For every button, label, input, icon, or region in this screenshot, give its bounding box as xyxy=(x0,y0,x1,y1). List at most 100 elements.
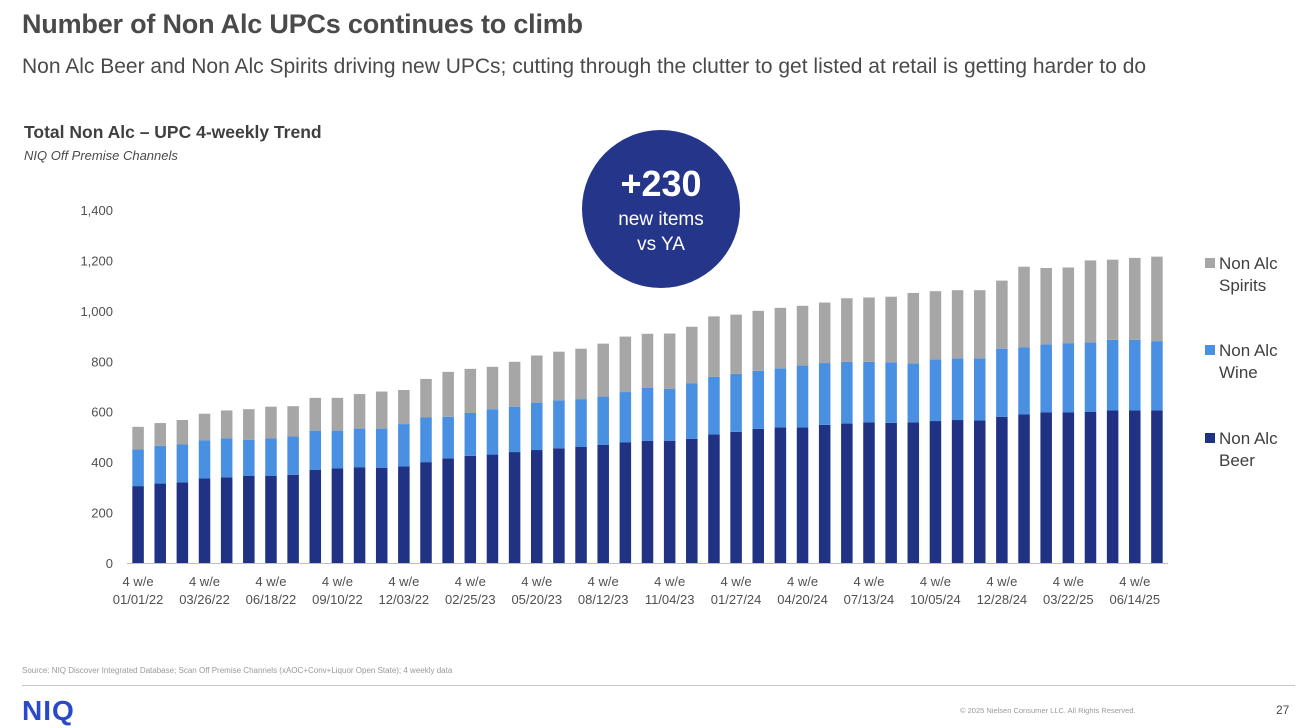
bar-segment-non-alc-wine xyxy=(841,361,853,424)
bar-segment-non-alc-wine xyxy=(663,389,676,441)
bar-segment-non-alc-spirits xyxy=(531,355,543,403)
x-tick-label-date: 03/26/22 xyxy=(179,592,230,607)
bar-segment-non-alc-beer xyxy=(553,448,565,563)
bar-segment-non-alc-beer xyxy=(1062,412,1075,563)
y-tick-label: 1,400 xyxy=(80,203,113,218)
bar-segment-non-alc-beer xyxy=(464,455,477,563)
y-tick-label: 0 xyxy=(106,556,113,571)
bar-segment-non-alc-beer xyxy=(973,420,986,563)
bar-segment-non-alc-wine xyxy=(1084,342,1097,412)
bar-segment-non-alc-spirits xyxy=(841,298,853,362)
bar-segment-non-alc-spirits xyxy=(730,314,742,374)
bar-segment-non-alc-spirits xyxy=(198,413,211,441)
bar-segment-non-alc-wine xyxy=(641,388,654,441)
bar-segment-non-alc-spirits xyxy=(907,292,920,364)
bar-segment-non-alc-beer xyxy=(752,428,765,563)
bar-segment-non-alc-beer xyxy=(597,445,609,563)
bar-segment-non-alc-beer xyxy=(1040,412,1052,563)
bar-segment-non-alc-beer xyxy=(243,476,255,563)
bar-segment-non-alc-spirits xyxy=(774,307,787,369)
bar-segment-non-alc-spirits xyxy=(973,290,986,359)
bar-segment-non-alc-wine xyxy=(619,392,632,443)
bar-segment-non-alc-beer xyxy=(220,477,233,563)
bar-segment-non-alc-beer xyxy=(1129,410,1141,563)
bar-segment-non-alc-beer xyxy=(907,422,920,563)
bar-segment-non-alc-wine xyxy=(243,439,255,477)
bar-segment-non-alc-beer xyxy=(1106,410,1119,563)
bar-segment-non-alc-wine xyxy=(575,399,587,448)
bar-segment-non-alc-spirits xyxy=(641,333,654,389)
bar-segment-non-alc-beer xyxy=(508,452,521,563)
x-tick-label-prefix: 4 w/e xyxy=(189,574,220,589)
bar-segment-non-alc-beer xyxy=(686,438,698,563)
bar-segment-non-alc-spirits xyxy=(1018,266,1030,348)
bar-segment-non-alc-spirits xyxy=(309,397,322,431)
bar-segment-non-alc-beer xyxy=(708,434,720,563)
bar-segment-non-alc-beer xyxy=(929,421,942,563)
legend-swatch-spirits xyxy=(1205,258,1215,268)
x-tick-label-date: 12/28/24 xyxy=(977,592,1028,607)
slide-title: Number of Non Alc UPCs continues to clim… xyxy=(22,9,583,39)
bar-segment-non-alc-beer xyxy=(486,454,499,563)
y-tick-label: 600 xyxy=(91,405,113,420)
y-tick-label: 200 xyxy=(91,506,113,521)
x-tick-label-prefix: 4 w/e xyxy=(521,574,552,589)
x-tick-label-date: 06/14/25 xyxy=(1109,592,1160,607)
bar-segment-non-alc-wine xyxy=(486,409,499,455)
x-tick-label-prefix: 4 w/e xyxy=(853,574,884,589)
callout-number: +230 xyxy=(620,163,702,204)
x-tick-label-prefix: 4 w/e xyxy=(322,574,353,589)
bar-segment-non-alc-wine xyxy=(1129,339,1141,411)
bar-segment-non-alc-spirits xyxy=(996,280,1008,349)
page-number: 27 xyxy=(1276,703,1290,717)
bar-segment-non-alc-beer xyxy=(154,483,166,563)
bar-segment-non-alc-spirits xyxy=(1106,259,1119,340)
x-tick-label-date: 08/12/23 xyxy=(578,592,629,607)
bar-segment-non-alc-beer xyxy=(353,467,366,563)
x-tick-label-prefix: 4 w/e xyxy=(787,574,818,589)
bar-segment-non-alc-spirits xyxy=(1040,267,1052,345)
bar-segment-non-alc-spirits xyxy=(752,310,765,371)
bar-segment-non-alc-spirits xyxy=(132,426,144,450)
bar-segment-non-alc-spirits xyxy=(442,371,454,417)
bar-segment-non-alc-beer xyxy=(398,466,410,563)
bar-segment-non-alc-wine xyxy=(265,438,277,477)
bar-segment-non-alc-spirits xyxy=(486,366,499,410)
bar-segment-non-alc-wine xyxy=(951,358,964,421)
bar-segment-non-alc-wine xyxy=(176,444,189,483)
bar-segment-non-alc-wine xyxy=(597,396,609,445)
bar-segment-non-alc-spirits xyxy=(553,351,565,401)
bar-segment-non-alc-wine xyxy=(398,424,410,467)
bar-segment-non-alc-beer xyxy=(265,476,277,563)
bar-segment-non-alc-wine xyxy=(774,368,787,428)
bar-segment-non-alc-wine xyxy=(885,362,897,423)
bar-segment-non-alc-beer xyxy=(863,422,875,563)
bar-segment-non-alc-beer xyxy=(818,424,831,563)
legend-swatch-wine xyxy=(1205,345,1215,355)
x-tick-label-date: 03/22/25 xyxy=(1043,592,1094,607)
niq-logo: NIQ xyxy=(22,695,75,726)
bar-segment-non-alc-wine xyxy=(752,370,765,429)
bar-segment-non-alc-spirits xyxy=(1129,257,1141,340)
callout-text-line2: vs YA xyxy=(637,234,685,255)
bar-segment-non-alc-beer xyxy=(1151,410,1163,563)
x-tick-label-prefix: 4 w/e xyxy=(388,574,419,589)
bar-segment-non-alc-spirits xyxy=(508,361,521,407)
bar-segment-non-alc-wine xyxy=(929,359,942,422)
bar-segment-non-alc-beer xyxy=(198,478,211,563)
x-tick-label-prefix: 4 w/e xyxy=(255,574,286,589)
bar-segment-non-alc-spirits xyxy=(708,316,720,377)
bar-segment-non-alc-wine xyxy=(331,430,344,469)
bar-segment-non-alc-spirits xyxy=(1062,267,1075,344)
bar-segment-non-alc-beer xyxy=(996,416,1008,563)
bar-segment-non-alc-spirits xyxy=(885,296,897,363)
legend-swatch-beer xyxy=(1205,433,1215,443)
bar-segment-non-alc-spirits xyxy=(375,391,388,429)
bar-segment-non-alc-wine xyxy=(996,348,1008,417)
bar-segment-non-alc-beer xyxy=(331,468,344,563)
bar-segment-non-alc-spirits xyxy=(287,406,299,437)
bar-segment-non-alc-beer xyxy=(663,440,676,563)
bar-segment-non-alc-wine xyxy=(708,376,720,435)
bar-segment-non-alc-spirits xyxy=(1151,256,1163,342)
